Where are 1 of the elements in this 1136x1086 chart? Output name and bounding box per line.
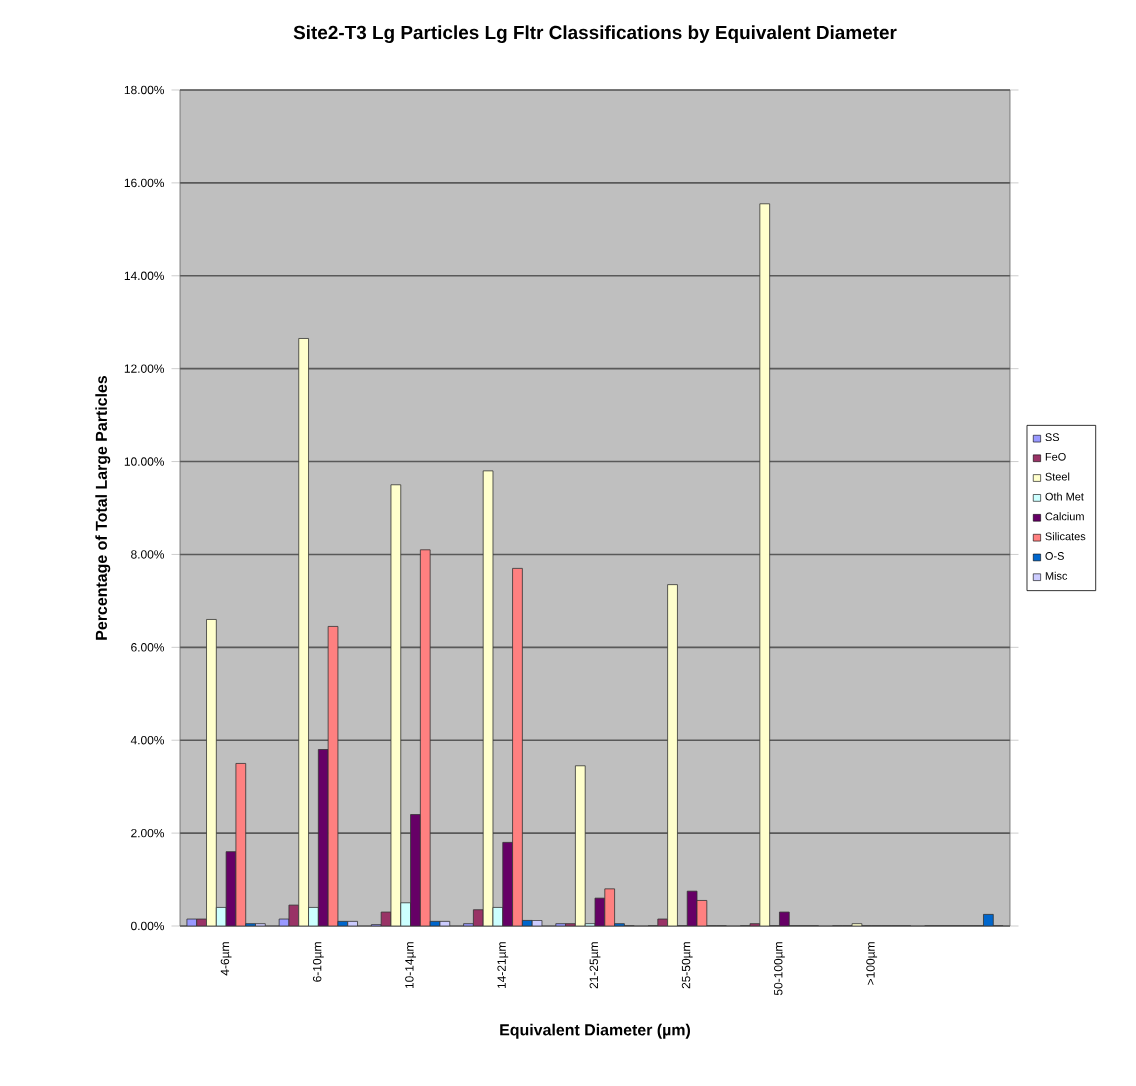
chart-title: Site2-T3 Lg Particles Lg Fltr Classifications by Equivalent Diameter: [293, 25, 897, 43]
